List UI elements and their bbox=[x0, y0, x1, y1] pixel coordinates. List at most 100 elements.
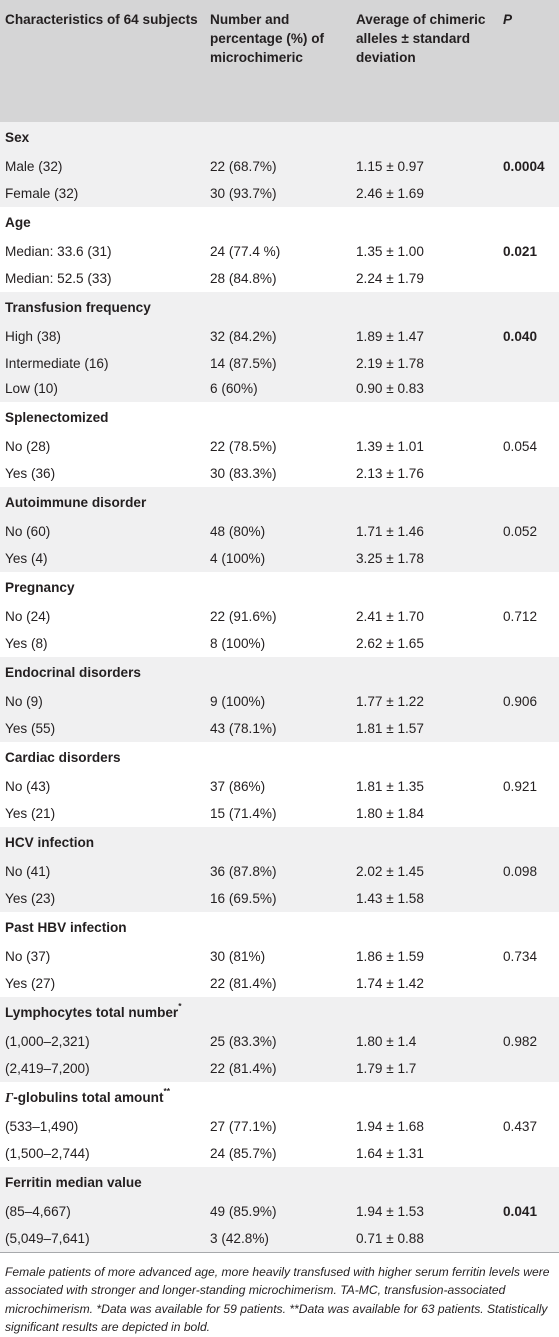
row-p-value: 0.052 bbox=[499, 520, 559, 547]
row-p-value bbox=[499, 462, 559, 487]
row-average-alleles: 3.25 ± 1.78 bbox=[352, 547, 499, 572]
table-row: Yes (27) 22 (81.4%) 1.74 ± 1.42 bbox=[0, 972, 559, 997]
category-row: Transfusion frequency bbox=[0, 292, 559, 325]
row-average-alleles: 2.19 ± 1.78 bbox=[352, 352, 499, 377]
category-row: Sex bbox=[0, 122, 559, 155]
row-number-percentage: 49 (85.9%) bbox=[206, 1200, 352, 1227]
row-characteristic: (533–1,490) bbox=[0, 1115, 206, 1142]
table-row: No (28) 22 (78.5%) 1.39 ± 1.01 0.054 bbox=[0, 435, 559, 462]
category-row: Autoimmune disorder bbox=[0, 487, 559, 520]
row-average-alleles: 0.90 ± 0.83 bbox=[352, 377, 499, 402]
table-row: No (24) 22 (91.6%) 2.41 ± 1.70 0.712 bbox=[0, 605, 559, 632]
row-average-alleles: 1.15 ± 0.97 bbox=[352, 155, 499, 182]
row-number-percentage: 22 (81.4%) bbox=[206, 972, 352, 997]
table-row: Median: 52.5 (33) 28 (84.8%) 2.24 ± 1.79 bbox=[0, 267, 559, 292]
table-row: (1,000–2,321) 25 (83.3%) 1.80 ± 1.4 0.982 bbox=[0, 1030, 559, 1057]
row-characteristic: High (38) bbox=[0, 325, 206, 352]
row-number-percentage: 3 (42.8%) bbox=[206, 1227, 352, 1253]
row-characteristic: (2,419–7,200) bbox=[0, 1057, 206, 1082]
row-p-value bbox=[499, 802, 559, 827]
category-label: Pregnancy bbox=[0, 572, 559, 605]
row-average-alleles: 1.64 ± 1.31 bbox=[352, 1142, 499, 1167]
row-characteristic: Yes (36) bbox=[0, 462, 206, 487]
category-row: Splenectomized bbox=[0, 402, 559, 435]
category-label: Lymphocytes total number* bbox=[0, 997, 559, 1030]
row-p-value: 0.921 bbox=[499, 775, 559, 802]
row-number-percentage: 32 (84.2%) bbox=[206, 325, 352, 352]
row-number-percentage: 15 (71.4%) bbox=[206, 802, 352, 827]
table-footnote: Female patients of more advanced age, mo… bbox=[5, 1264, 550, 1335]
category-row: Pregnancy bbox=[0, 572, 559, 605]
row-p-value: 0.437 bbox=[499, 1115, 559, 1142]
row-average-alleles: 1.77 ± 1.22 bbox=[352, 690, 499, 717]
row-average-alleles: 1.71 ± 1.46 bbox=[352, 520, 499, 547]
table-row: Yes (8) 8 (100%) 2.62 ± 1.65 bbox=[0, 632, 559, 657]
row-number-percentage: 9 (100%) bbox=[206, 690, 352, 717]
category-row: HCV infection bbox=[0, 827, 559, 860]
row-p-value bbox=[499, 377, 559, 402]
category-row: Past HBV infection bbox=[0, 912, 559, 945]
results-table-container: Characteristics of 64 subjects Number an… bbox=[0, 0, 559, 1253]
row-number-percentage: 25 (83.3%) bbox=[206, 1030, 352, 1057]
row-characteristic: (85–4,667) bbox=[0, 1200, 206, 1227]
category-label: Age bbox=[0, 207, 559, 240]
row-number-percentage: 48 (80%) bbox=[206, 520, 352, 547]
category-label-text: Past HBV infection bbox=[5, 920, 127, 935]
row-p-value bbox=[499, 887, 559, 912]
table-row: Yes (21) 15 (71.4%) 1.80 ± 1.84 bbox=[0, 802, 559, 827]
row-number-percentage: 16 (69.5%) bbox=[206, 887, 352, 912]
row-p-value: 0.040 bbox=[499, 325, 559, 352]
category-label: Past HBV infection bbox=[0, 912, 559, 945]
footnote-marker: ** bbox=[163, 1086, 171, 1097]
row-number-percentage: 22 (91.6%) bbox=[206, 605, 352, 632]
row-number-percentage: 22 (78.5%) bbox=[206, 435, 352, 462]
row-average-alleles: 1.81 ± 1.57 bbox=[352, 717, 499, 742]
header-number-percentage: Number and percentage (%) of microchimer… bbox=[206, 0, 352, 122]
row-p-value: 0.734 bbox=[499, 945, 559, 972]
row-average-alleles: 1.80 ± 1.84 bbox=[352, 802, 499, 827]
category-label: Cardiac disorders bbox=[0, 742, 559, 775]
row-p-value bbox=[499, 267, 559, 292]
row-characteristic: Low (10) bbox=[0, 377, 206, 402]
row-average-alleles: 1.81 ± 1.35 bbox=[352, 775, 499, 802]
row-average-alleles: 1.39 ± 1.01 bbox=[352, 435, 499, 462]
category-label-text: Cardiac disorders bbox=[5, 750, 121, 765]
row-number-percentage: 37 (86%) bbox=[206, 775, 352, 802]
row-characteristic: Male (32) bbox=[0, 155, 206, 182]
table-row: High (38) 32 (84.2%) 1.89 ± 1.47 0.040 bbox=[0, 325, 559, 352]
row-number-percentage: 6 (60%) bbox=[206, 377, 352, 402]
row-average-alleles: 1.94 ± 1.68 bbox=[352, 1115, 499, 1142]
category-row: Age bbox=[0, 207, 559, 240]
row-number-percentage: 22 (81.4%) bbox=[206, 1057, 352, 1082]
table-row: (1,500–2,744) 24 (85.7%) 1.64 ± 1.31 bbox=[0, 1142, 559, 1167]
table-row: (2,419–7,200) 22 (81.4%) 1.79 ± 1.7 bbox=[0, 1057, 559, 1082]
category-row: Γ-globulins total amount** bbox=[0, 1082, 559, 1115]
row-p-value bbox=[499, 632, 559, 657]
table-row: Yes (4) 4 (100%) 3.25 ± 1.78 bbox=[0, 547, 559, 572]
category-label: Endocrinal disorders bbox=[0, 657, 559, 690]
table-row: Yes (23) 16 (69.5%) 1.43 ± 1.58 bbox=[0, 887, 559, 912]
table-row: No (41) 36 (87.8%) 2.02 ± 1.45 0.098 bbox=[0, 860, 559, 887]
table-row: Male (32) 22 (68.7%) 1.15 ± 0.97 0.0004 bbox=[0, 155, 559, 182]
row-number-percentage: 30 (81%) bbox=[206, 945, 352, 972]
table-row: No (43) 37 (86%) 1.81 ± 1.35 0.921 bbox=[0, 775, 559, 802]
category-label-text: Ferritin median value bbox=[5, 1175, 142, 1190]
row-p-value bbox=[499, 1142, 559, 1167]
row-p-value: 0.021 bbox=[499, 240, 559, 267]
table-header-row: Characteristics of 64 subjects Number an… bbox=[0, 0, 559, 122]
table-row: No (60) 48 (80%) 1.71 ± 1.46 0.052 bbox=[0, 520, 559, 547]
row-number-percentage: 24 (77.4 %) bbox=[206, 240, 352, 267]
row-number-percentage: 14 (87.5%) bbox=[206, 352, 352, 377]
category-label-text: Endocrinal disorders bbox=[5, 665, 141, 680]
category-label-text: Pregnancy bbox=[5, 580, 75, 595]
table-row: (85–4,667) 49 (85.9%) 1.94 ± 1.53 0.041 bbox=[0, 1200, 559, 1227]
row-average-alleles: 1.35 ± 1.00 bbox=[352, 240, 499, 267]
row-average-alleles: 1.94 ± 1.53 bbox=[352, 1200, 499, 1227]
row-p-value: 0.982 bbox=[499, 1030, 559, 1057]
category-label: Ferritin median value bbox=[0, 1167, 559, 1200]
row-average-alleles: 1.43 ± 1.58 bbox=[352, 887, 499, 912]
row-characteristic: Intermediate (16) bbox=[0, 352, 206, 377]
category-label-text: Splenectomized bbox=[5, 410, 109, 425]
row-average-alleles: 1.89 ± 1.47 bbox=[352, 325, 499, 352]
header-average-alleles: Average of chimeric alleles ± standard d… bbox=[352, 0, 499, 122]
